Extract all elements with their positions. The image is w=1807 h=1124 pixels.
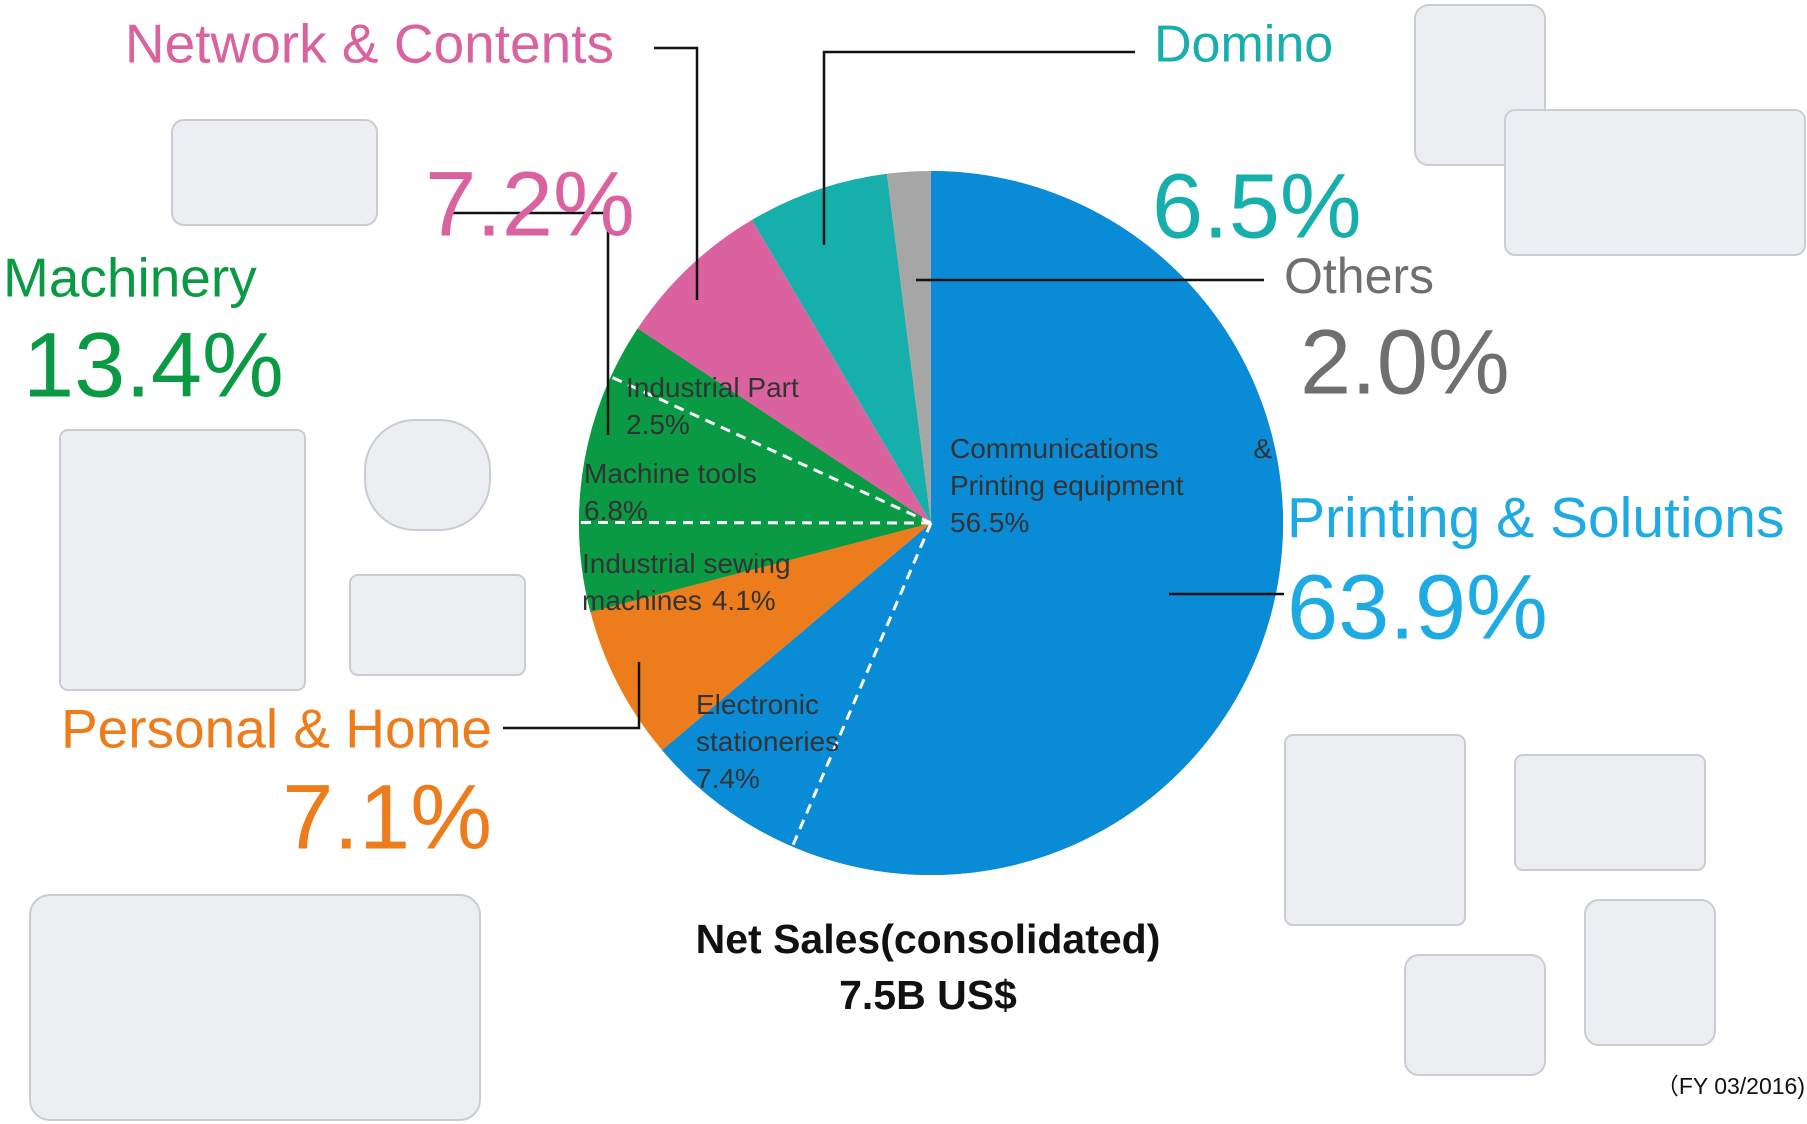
product-images bbox=[29, 4, 1806, 1121]
product-image bbox=[1584, 899, 1716, 1046]
leader-line bbox=[453, 211, 610, 435]
segment-label: Printing & Solutions bbox=[1287, 486, 1784, 550]
segment-value-label: 6.5% bbox=[1152, 155, 1362, 257]
sub-divider bbox=[790, 522, 933, 848]
sub-label-name: Industrial sewing machines bbox=[582, 548, 791, 616]
pie-slice bbox=[886, 171, 931, 523]
segment-value-label: 2.0% bbox=[1300, 311, 1510, 413]
sub-label: Industrial sewing machines 4.1% bbox=[582, 545, 832, 619]
sub-label-value: 6.8% bbox=[584, 495, 648, 526]
leader-line bbox=[822, 50, 1135, 245]
pie-sub-slice bbox=[792, 171, 1283, 875]
product-image bbox=[59, 429, 306, 691]
segment-value-label: 13.4% bbox=[23, 314, 284, 416]
segment-value-label: 7.2% bbox=[425, 153, 635, 255]
product-image bbox=[1284, 734, 1466, 926]
sub-label-value: 56.5% bbox=[950, 507, 1030, 538]
chart-title: Net Sales(consolidated) bbox=[696, 916, 1161, 962]
product-image bbox=[29, 894, 481, 1121]
product-image bbox=[1514, 754, 1706, 871]
sub-dividers bbox=[578, 375, 933, 848]
pie-sub-slice bbox=[610, 328, 931, 523]
leader-line bbox=[654, 46, 699, 300]
segment-label: Personal & Home bbox=[61, 698, 492, 760]
pie-slice bbox=[590, 523, 931, 751]
pie-sub-slice bbox=[662, 523, 931, 847]
segment-label: Domino bbox=[1154, 16, 1333, 74]
segment-value-label: 63.9% bbox=[1287, 556, 1548, 658]
segment-label: Others bbox=[1284, 248, 1434, 304]
chart-subtitle: 7.5B US$ bbox=[839, 972, 1017, 1018]
leader-line bbox=[503, 662, 641, 730]
pie-sub-slice bbox=[579, 376, 931, 523]
sub-label-value: 2.5% bbox=[626, 409, 690, 440]
footnote: （FY 03/2016) bbox=[1656, 1073, 1805, 1099]
sub-label: Electronic stationeries 7.4% bbox=[696, 686, 866, 797]
sub-label-value: 4.1% bbox=[711, 585, 776, 616]
product-image bbox=[171, 119, 378, 226]
sub-label: Communications & Printing equipment 56.5% bbox=[950, 430, 1272, 541]
sub-label-name: Industrial Part bbox=[626, 372, 799, 403]
pie-sub-slice bbox=[579, 522, 931, 613]
pie bbox=[579, 171, 1283, 875]
sub-divider bbox=[610, 375, 932, 525]
segment-value-label: 7.1% bbox=[282, 766, 492, 868]
sub-label-name: Electronic stationeries bbox=[696, 689, 840, 757]
sub-label: Industrial Part 2.5% bbox=[626, 369, 836, 443]
product-image bbox=[349, 574, 526, 676]
product-image bbox=[1504, 109, 1806, 256]
product-image bbox=[1404, 954, 1546, 1076]
sub-label-value: 7.4% bbox=[696, 763, 760, 794]
pie-slice bbox=[751, 173, 931, 524]
segment-label: Machinery bbox=[3, 247, 257, 309]
sub-label: Machine tools 6.8% bbox=[584, 455, 814, 529]
sub-label-name: Communications & Printing equipment bbox=[950, 433, 1272, 501]
sub-divider bbox=[578, 520, 932, 525]
segment-label: Network & Contents bbox=[125, 13, 614, 75]
pie-slice bbox=[637, 219, 931, 523]
product-image bbox=[364, 419, 491, 531]
sub-label-name: Machine tools bbox=[584, 458, 757, 489]
